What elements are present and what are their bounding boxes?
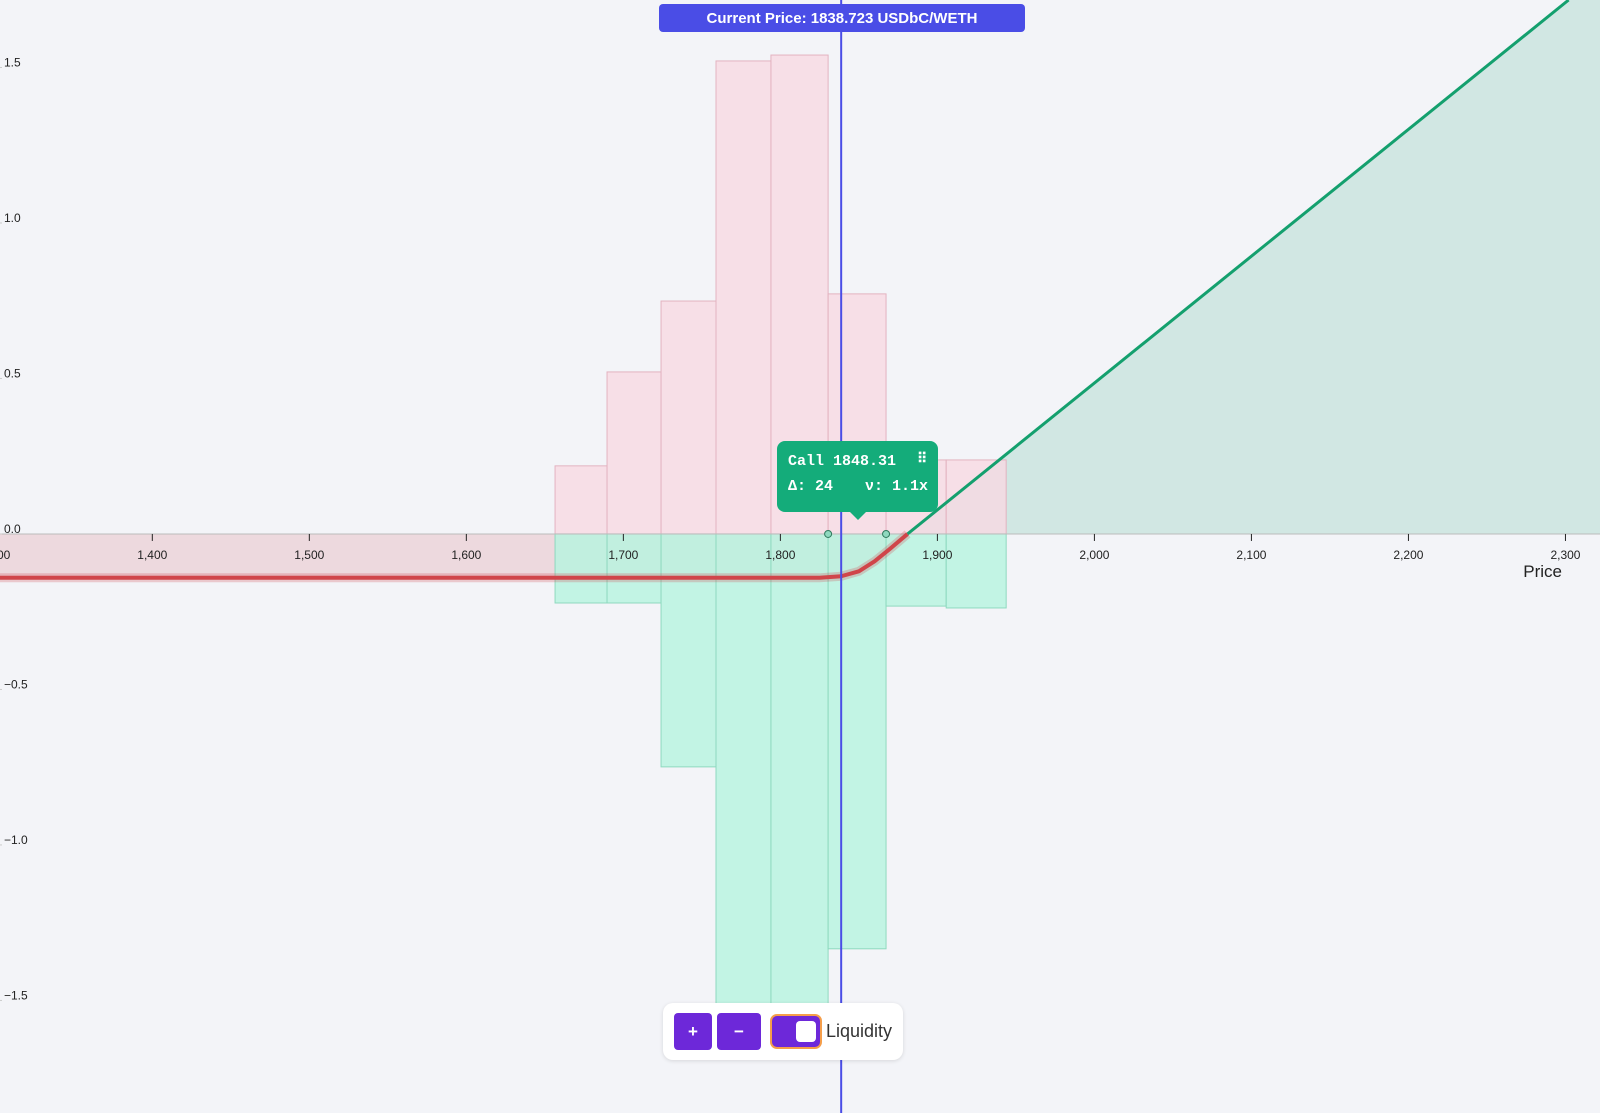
liquidity-bar: [606, 371, 662, 535]
liquidity-bar: [606, 533, 662, 604]
liquidity-bar: [715, 533, 772, 1008]
x-tick-label: 1,800: [765, 548, 795, 562]
x-tick-label: 2,100: [1236, 548, 1266, 562]
tooltip-title: Call 1848.31: [788, 453, 897, 470]
tooltip-vega: ν: 1.1x: [865, 478, 929, 495]
tooltip[interactable]: Call 1848.31 ⠿ Δ: 24 ν: 1.1x: [777, 441, 938, 520]
liquidity-bar: [827, 533, 887, 950]
liquidity-bar: [945, 459, 1007, 535]
liquidity-bar: [660, 533, 717, 768]
y-tick-label: 1.5: [4, 55, 21, 69]
x-tick-label: 1,400: [137, 548, 167, 562]
toggle-label: Liquidity: [826, 1021, 893, 1041]
y-tick-label: 0.5: [4, 366, 21, 380]
liquidity-toggle[interactable]: [770, 1014, 822, 1049]
liquidity-bar: [660, 300, 717, 535]
x-tick-label: 2,000: [1079, 548, 1109, 562]
y-tick-label: −1.5: [4, 988, 28, 1002]
x-tick-label: 1,900: [922, 548, 952, 562]
x-tick-label: 1,300: [0, 548, 11, 562]
range-handle: [882, 529, 891, 538]
current-price-label: Current Price: 1838.723 USDbC/WETH: [659, 4, 1025, 32]
controls: + − Liquidity: [663, 1003, 903, 1060]
y-tick-label: −0.5: [4, 677, 28, 691]
liquidity-bar: [945, 533, 1007, 609]
x-axis-label: Price: [1523, 562, 1562, 581]
drag-handle[interactable]: ⠿: [917, 452, 928, 468]
x-tick-label: 1,600: [451, 548, 481, 562]
y-tick-label: 0.0: [4, 522, 21, 536]
payoff-line: [906, 0, 1570, 536]
x-tick-label: 1,700: [608, 548, 638, 562]
y-tick-label: 1.0: [4, 211, 21, 225]
x-tick-label: 2,300: [1550, 548, 1580, 562]
payoff-line: [0, 532, 909, 580]
zoom-out[interactable]: −: [717, 1013, 761, 1050]
liquidity-bar: [554, 465, 608, 535]
x-tick-label: 2,200: [1393, 548, 1423, 562]
tooltip-delta: Δ: 24: [788, 478, 834, 495]
y-tick-label: −1.0: [4, 833, 28, 847]
liquidity-bar: [770, 533, 829, 1014]
range-handle: [824, 529, 833, 538]
liquidity-bar: [554, 533, 608, 604]
x-tick-label: 1,500: [294, 548, 324, 562]
liquidity-bar: [715, 60, 772, 535]
payoff-area: [907, 0, 1600, 534]
zoom-in[interactable]: +: [674, 1013, 712, 1050]
